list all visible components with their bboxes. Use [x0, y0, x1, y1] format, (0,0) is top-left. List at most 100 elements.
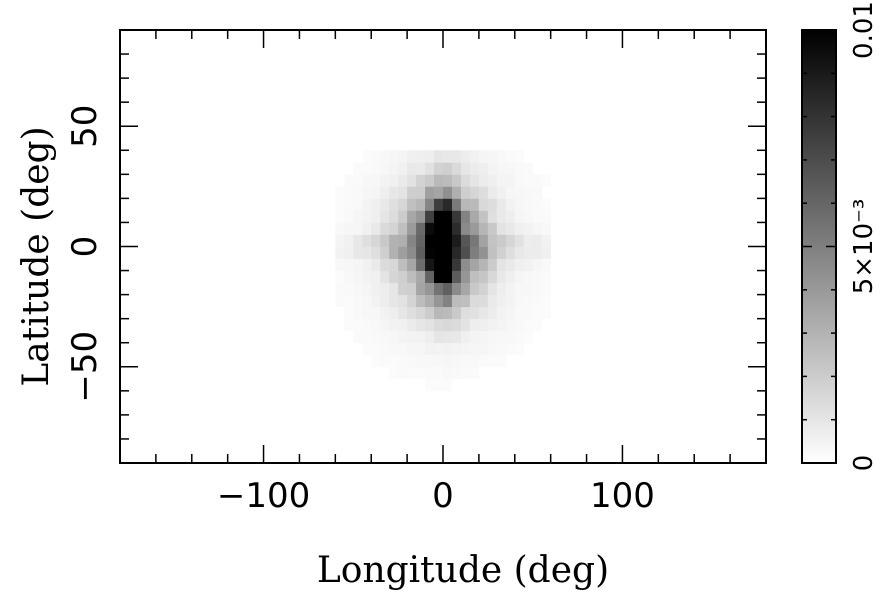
heatmap-cell [407, 318, 417, 332]
heatmap-cell [505, 342, 516, 356]
heatmap-cell [389, 174, 399, 187]
heatmap-cell [469, 210, 480, 223]
heatmap-cell [407, 246, 417, 259]
heatmap-cell [443, 330, 453, 344]
heatmap-cell [398, 294, 408, 308]
heatmap-cell [451, 150, 462, 163]
heatmap-cell [434, 330, 444, 344]
heatmap-cell [487, 210, 498, 223]
heatmap-cell [353, 318, 363, 332]
heatmap-cell [523, 210, 534, 223]
heatmap-cell [443, 186, 453, 199]
heatmap-cell [523, 222, 534, 235]
heatmap-cell [523, 162, 534, 175]
heatmap-cell [407, 282, 417, 296]
heatmap-cell [344, 306, 354, 320]
heatmap-cell [398, 150, 408, 163]
heatmap-cell [434, 234, 444, 247]
heatmap-cell [523, 186, 534, 199]
heatmap-cell [487, 306, 498, 320]
x-axis-label: Longitude (deg) [317, 550, 609, 591]
heatmap-cell [451, 342, 462, 356]
heatmap-cell [478, 162, 489, 175]
heatmap-cell [532, 186, 543, 199]
heatmap-cell [541, 222, 552, 235]
heatmap-cell [416, 342, 426, 356]
heatmap-cell [353, 186, 363, 199]
heatmap-cell [362, 306, 372, 320]
heatmap-cell [362, 318, 372, 332]
heatmap-cell [451, 294, 462, 308]
heatmap-cell [523, 246, 534, 259]
heatmap-cell [505, 318, 516, 332]
heatmap-cell [514, 318, 525, 332]
heatmap-cell [523, 270, 534, 283]
heatmap-cell [434, 198, 444, 211]
colorbar: 0 5×10⁻³ 0.01 [801, 1, 879, 471]
heatmap-cell [460, 222, 471, 235]
heatmap-cell [407, 150, 417, 163]
heatmap-cell [434, 378, 444, 392]
heatmap-cell [425, 150, 435, 163]
heatmap-cell [398, 306, 408, 320]
heatmap-cell [478, 198, 489, 211]
heatmap-cell [344, 318, 354, 332]
heatmap-cell [416, 246, 426, 259]
x-tick-label: −100 [217, 476, 310, 516]
heatmap-cell [353, 246, 363, 259]
heatmap-cell [469, 258, 480, 271]
heatmap-cell [469, 270, 480, 283]
heatmap-cell [371, 342, 381, 356]
heatmap-cell [443, 378, 453, 392]
heatmap-cell [487, 150, 498, 163]
heatmap-cell [425, 258, 435, 271]
heatmap-cell [487, 174, 498, 187]
heatmap-cell [496, 234, 507, 247]
heatmap-cell [434, 366, 444, 380]
heatmap-cell [380, 186, 390, 199]
heatmap-cell [425, 270, 435, 283]
heatmap-cell [460, 150, 471, 163]
heatmap-cell [451, 246, 462, 259]
heatmap-cell [496, 354, 507, 368]
heatmap-cell [380, 258, 390, 271]
heatmap-cell [505, 162, 516, 175]
heatmap-cell [353, 282, 363, 296]
heatmap-cell [541, 282, 552, 296]
heatmap-cell [362, 198, 372, 211]
heatmap-cell [478, 210, 489, 223]
heatmap-cell [478, 330, 489, 344]
heatmap-cell [425, 294, 435, 308]
heatmap-cell [451, 162, 462, 175]
heatmap-cell [389, 318, 399, 332]
heatmap-cell [443, 246, 453, 259]
heatmap-cell [353, 258, 363, 271]
heatmap-cell [496, 150, 507, 163]
heatmap-cell [434, 246, 444, 259]
heatmap-cell [353, 210, 363, 223]
heatmap-cell [496, 306, 507, 320]
heatmap-cell [407, 306, 417, 320]
heatmap-cell [532, 222, 543, 235]
heatmap-cell [434, 354, 444, 368]
heatmap-cell [478, 306, 489, 320]
heatmap-cell [478, 222, 489, 235]
heatmap-cell [407, 270, 417, 283]
heatmap-cell [532, 318, 543, 332]
heatmap-cell [398, 354, 408, 368]
heatmap-cell [487, 234, 498, 247]
heatmap-cell [434, 186, 444, 199]
heatmap-cell [398, 234, 408, 247]
heatmap-cell [425, 210, 435, 223]
heatmap-cell [362, 294, 372, 308]
heatmap-cell [496, 282, 507, 296]
heatmap-cell [389, 162, 399, 175]
heatmap-cell [398, 198, 408, 211]
heatmap-cell [371, 246, 381, 259]
heatmap-cell [344, 258, 354, 271]
heatmap-cell [532, 198, 543, 211]
heatmap-cell [371, 222, 381, 235]
heatmap-cell [478, 174, 489, 187]
heatmap-cell [335, 282, 345, 296]
heatmap-cell [389, 282, 399, 296]
